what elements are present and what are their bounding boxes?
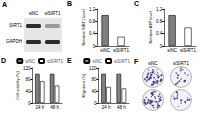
svg-text:24 h: 24 h [102,105,111,110]
svg-text:0.4: 0.4 [89,31,96,36]
svg-text:40: 40 [25,89,31,94]
svg-text:A: A [2,1,7,8]
svg-text:48 h: 48 h [50,105,59,110]
svg-text:Relative ATP level: Relative ATP level [148,11,153,43]
svg-text:siNC: siNC [167,48,177,53]
svg-text:siSIRT1: siSIRT1 [114,59,130,64]
svg-text:1.2: 1.2 [156,7,163,12]
svg-text:0: 0 [94,101,97,106]
svg-text:1.2: 1.2 [89,7,96,12]
svg-text:0: 0 [93,44,96,49]
svg-text:siNC: siNC [29,11,39,16]
svg-text:C: C [134,0,139,7]
svg-text:0: 0 [160,44,163,49]
svg-text:SIRT1: SIRT1 [9,23,22,28]
svg-text:siSIRT1: siSIRT1 [47,59,63,64]
svg-text:Cell viability (%): Cell viability (%) [15,71,20,100]
svg-text:siNC: siNC [92,59,102,64]
svg-text:40: 40 [91,89,97,94]
svg-text:siNC: siNC [25,59,35,64]
svg-text:120: 120 [89,66,97,71]
svg-text:siNC: siNC [148,61,158,66]
svg-text:GAPDH: GAPDH [6,39,22,44]
svg-text:siNC: siNC [100,48,110,53]
svg-text:0.8: 0.8 [89,19,96,24]
svg-text:B: B [67,0,72,7]
svg-text:siSIRT1: siSIRT1 [45,11,61,16]
svg-text:siSIRT1: siSIRT1 [173,61,189,66]
svg-text:0.4: 0.4 [156,31,163,36]
svg-text:80: 80 [25,77,31,82]
svg-text:0.8: 0.8 [156,19,163,24]
svg-text:E: E [67,57,72,64]
svg-text:120: 120 [23,66,31,71]
svg-text:80: 80 [91,77,97,82]
svg-text:Relative SIRT1 level: Relative SIRT1 level [81,9,86,45]
svg-text:D: D [1,57,6,64]
svg-text:24 h: 24 h [35,105,44,110]
svg-text:0: 0 [28,101,31,106]
svg-text:Migration (%): Migration (%) [81,73,86,97]
svg-text:F: F [134,58,139,65]
svg-text:siSIRT1: siSIRT1 [180,48,196,53]
svg-text:48 h: 48 h [117,105,126,110]
svg-text:siSIRT1: siSIRT1 [113,48,129,53]
